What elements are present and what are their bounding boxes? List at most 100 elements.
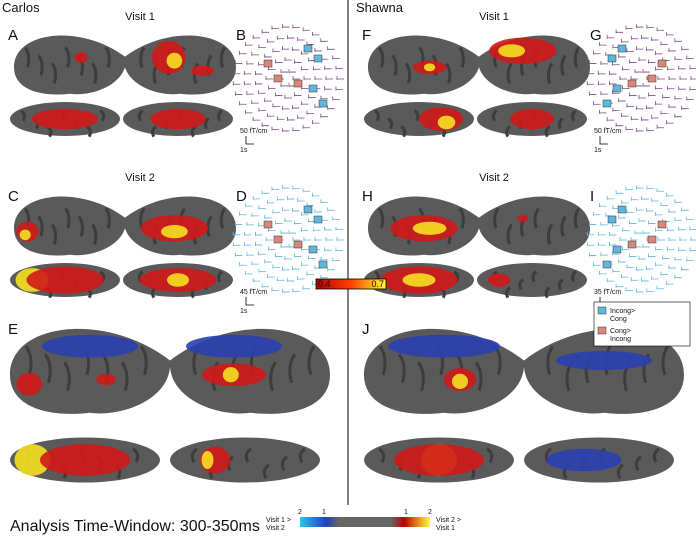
difference-label: Visit 1 [436, 525, 455, 532]
panel-letter: I [590, 188, 594, 205]
sensor-trace [656, 124, 665, 129]
sensor-trace [626, 48, 634, 53]
sensor-trace [655, 50, 663, 55]
sensor-trace [252, 34, 261, 39]
sensor-trace [267, 38, 275, 43]
sulcus [132, 447, 140, 463]
sensor-trace [306, 110, 314, 115]
sensor-trace [686, 216, 694, 221]
sensor-trace [312, 31, 320, 36]
difference-tick: 2 [298, 509, 302, 516]
sensor-trace [287, 196, 295, 201]
sensor-box [617, 205, 627, 214]
sensor-trace [656, 188, 665, 193]
sensor-trace [332, 96, 340, 101]
sulcus [505, 125, 511, 138]
sensor-trace [681, 266, 689, 271]
activation [402, 273, 436, 287]
sensor-trace [246, 60, 254, 65]
panel-letter: D [236, 188, 247, 205]
sensor-trace [648, 253, 656, 258]
sensor-trace [586, 70, 595, 75]
activation [160, 225, 188, 239]
sulcus [642, 353, 651, 384]
sensor-trace [630, 116, 639, 121]
sensor-trace [239, 101, 247, 106]
sensor-box [657, 59, 667, 68]
sensor-trace [301, 101, 309, 106]
sensor-trace [327, 266, 335, 271]
sensor-trace [668, 265, 676, 270]
panel-letter: C [8, 188, 19, 205]
activation [167, 273, 189, 287]
sensor-trace [255, 241, 263, 246]
activation [19, 229, 31, 241]
sulcus [378, 345, 387, 376]
sensor-trace [635, 24, 644, 29]
sensor-trace [320, 256, 328, 261]
sensor-trace [264, 98, 272, 103]
sensor-trace [606, 195, 615, 200]
sulcus [493, 207, 500, 229]
sensor-trace [232, 242, 241, 247]
sensor-trace [635, 185, 644, 190]
visit-label: Visit 1 [125, 11, 155, 23]
sensor-trace [281, 127, 290, 132]
sensor-trace [655, 85, 663, 90]
sulcus [573, 46, 581, 68]
activation [32, 108, 98, 130]
sensor-trace [332, 55, 340, 60]
sulcus [43, 353, 52, 384]
sensor-trace [629, 59, 637, 64]
subject-name: Carlos [2, 0, 40, 15]
sensor-trace [294, 92, 302, 97]
sensor-trace [634, 69, 642, 74]
sensor-trace [308, 255, 316, 260]
colorbar-min: 0.4 [318, 279, 331, 289]
activation [388, 334, 500, 358]
sensor-trace [599, 270, 607, 275]
sensor-trace [312, 66, 321, 71]
sensor-box [318, 99, 328, 108]
sulcus [634, 455, 642, 471]
brain [123, 35, 236, 95]
sensor-trace [234, 91, 243, 96]
sensor-trace [681, 46, 689, 51]
sensor-trace [642, 243, 650, 248]
sensor-trace [291, 207, 300, 212]
activation [498, 44, 526, 58]
sensor-trace [320, 199, 328, 204]
sensor-trace [251, 261, 259, 266]
brain [364, 102, 474, 138]
sensor-trace [646, 24, 654, 29]
sulcus [104, 46, 111, 68]
brain [170, 437, 320, 483]
sensor-box [273, 74, 283, 83]
scale-bar [599, 136, 608, 145]
sensor-trace [599, 203, 607, 208]
sensor-trace [689, 86, 696, 91]
sensor-trace [287, 116, 295, 121]
legend-swatch [597, 326, 607, 335]
sensor-trace [599, 109, 607, 114]
sensor-trace [642, 69, 650, 74]
sulcus [203, 117, 210, 130]
sensor-trace [272, 48, 280, 53]
brain [477, 35, 590, 95]
brain [368, 196, 481, 256]
sensor-trace [255, 71, 263, 76]
sulcus [50, 223, 58, 245]
sensor-trace [593, 101, 601, 106]
sensor-trace [252, 117, 261, 122]
activation [14, 444, 51, 476]
sensor-trace [284, 218, 292, 222]
activation [96, 373, 116, 386]
sensor-trace [625, 186, 633, 191]
sensor-trace [245, 270, 253, 275]
sulcus [262, 463, 270, 479]
activation [201, 451, 214, 469]
legend-label: Cong [610, 316, 627, 323]
sensor-trace [271, 126, 279, 131]
sensor-trace [625, 287, 633, 292]
sulcus [445, 62, 452, 84]
